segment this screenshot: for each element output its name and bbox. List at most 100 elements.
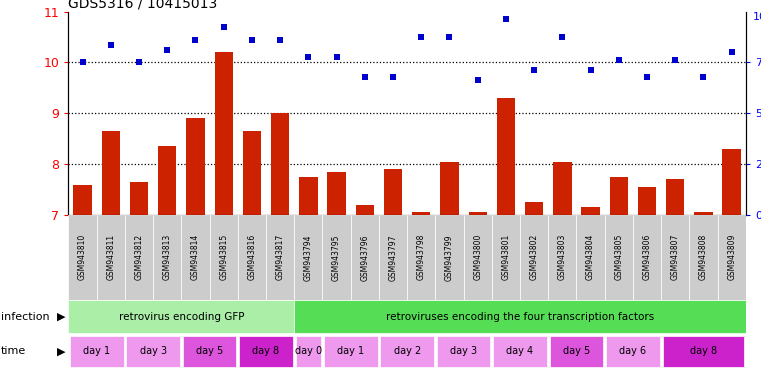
Point <box>725 49 737 55</box>
Point <box>133 59 145 65</box>
Bar <box>351 215 379 300</box>
Text: GSM943797: GSM943797 <box>389 234 397 281</box>
Text: GSM943802: GSM943802 <box>530 234 539 280</box>
Bar <box>73 185 92 215</box>
Bar <box>718 215 746 300</box>
Point <box>613 57 625 63</box>
Text: GSM943813: GSM943813 <box>163 234 172 280</box>
Bar <box>689 215 718 300</box>
Bar <box>666 179 684 215</box>
Text: day 5: day 5 <box>196 346 223 356</box>
Text: infection: infection <box>1 312 49 322</box>
Bar <box>271 113 289 215</box>
Point <box>669 57 681 63</box>
Point <box>358 74 371 80</box>
Text: ▶: ▶ <box>57 346 65 356</box>
Text: GSM943805: GSM943805 <box>614 234 623 280</box>
Bar <box>209 215 237 300</box>
Text: GSM943794: GSM943794 <box>304 234 313 281</box>
Bar <box>525 202 543 215</box>
Text: GDS5316 / 10415013: GDS5316 / 10415013 <box>68 0 218 10</box>
Point <box>246 36 258 43</box>
Text: day 6: day 6 <box>619 346 646 356</box>
Bar <box>153 215 181 300</box>
Bar <box>186 118 205 215</box>
Text: day 0: day 0 <box>295 346 322 356</box>
Bar <box>437 336 490 367</box>
Text: GSM943817: GSM943817 <box>275 234 285 280</box>
Bar <box>638 187 656 215</box>
Text: GSM943815: GSM943815 <box>219 234 228 280</box>
Bar <box>355 205 374 215</box>
Bar <box>497 98 515 215</box>
Bar <box>126 336 180 367</box>
Point <box>161 46 174 53</box>
Text: GSM943799: GSM943799 <box>445 234 454 281</box>
Text: ▶: ▶ <box>57 312 65 322</box>
Point <box>697 74 709 80</box>
Bar <box>553 162 572 215</box>
Bar <box>239 336 293 367</box>
Bar <box>266 215 295 300</box>
Bar <box>605 215 633 300</box>
Text: GSM943803: GSM943803 <box>558 234 567 280</box>
Point <box>387 74 399 80</box>
Bar <box>493 336 547 367</box>
Bar <box>441 162 459 215</box>
Bar <box>295 215 323 300</box>
Point <box>528 67 540 73</box>
Point <box>472 77 484 83</box>
Point <box>330 54 342 60</box>
Point <box>584 67 597 73</box>
Text: GSM943816: GSM943816 <box>247 234 256 280</box>
Text: GSM943806: GSM943806 <box>642 234 651 280</box>
Bar <box>243 131 261 215</box>
Text: GSM943801: GSM943801 <box>501 234 511 280</box>
Text: GSM943796: GSM943796 <box>360 234 369 281</box>
Bar <box>68 300 295 333</box>
Text: day 2: day 2 <box>393 346 421 356</box>
Point <box>556 34 568 40</box>
Text: retrovirus encoding GFP: retrovirus encoding GFP <box>119 312 244 322</box>
Text: GSM943800: GSM943800 <box>473 234 482 280</box>
Bar <box>577 215 605 300</box>
Bar <box>380 336 434 367</box>
Point <box>77 59 89 65</box>
Text: GSM943798: GSM943798 <box>417 234 425 280</box>
Bar <box>68 215 97 300</box>
Text: time: time <box>1 346 26 356</box>
Text: day 4: day 4 <box>507 346 533 356</box>
Text: day 1: day 1 <box>337 346 365 356</box>
Bar <box>520 215 548 300</box>
Text: day 3: day 3 <box>450 346 477 356</box>
Bar <box>181 215 209 300</box>
Point <box>444 34 456 40</box>
Text: day 1: day 1 <box>83 346 110 356</box>
Text: 100%: 100% <box>753 12 761 22</box>
Bar <box>435 215 463 300</box>
Bar <box>183 336 237 367</box>
Bar <box>130 182 148 215</box>
Bar <box>548 215 577 300</box>
Bar <box>412 212 431 215</box>
Bar <box>633 215 661 300</box>
Text: day 5: day 5 <box>563 346 590 356</box>
Bar <box>215 52 233 215</box>
Text: day 8: day 8 <box>253 346 279 356</box>
Bar <box>661 215 689 300</box>
Text: day 8: day 8 <box>690 346 717 356</box>
Bar <box>324 336 377 367</box>
Point <box>218 24 230 30</box>
Text: day 3: day 3 <box>139 346 167 356</box>
Text: GSM943812: GSM943812 <box>135 234 144 280</box>
Text: retroviruses encoding the four transcription factors: retroviruses encoding the four transcrip… <box>386 312 654 322</box>
Bar <box>469 212 487 215</box>
Text: GSM943809: GSM943809 <box>728 234 736 280</box>
Bar <box>125 215 153 300</box>
Text: GSM943808: GSM943808 <box>699 234 708 280</box>
Bar <box>323 215 351 300</box>
Bar <box>492 215 520 300</box>
Text: GSM943811: GSM943811 <box>107 234 116 280</box>
Bar <box>463 215 492 300</box>
Bar <box>549 336 603 367</box>
